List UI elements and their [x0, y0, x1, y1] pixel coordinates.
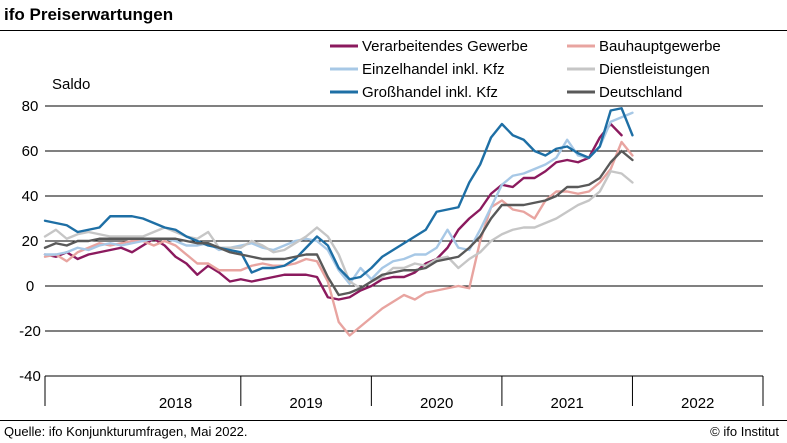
y-tick-label: 80	[22, 98, 39, 115]
chart-title: ifo Preiserwartungen	[4, 5, 174, 24]
x-axis: 2018 2019 2020 2021 2022	[44, 376, 764, 412]
footer-divider	[0, 420, 787, 421]
series-line-2	[43, 111, 634, 285]
legend-label: Großhandel inkl. Kfz	[362, 84, 498, 101]
legend-label: Bauhauptgewerbe	[599, 38, 721, 55]
x-year-label: 2022	[681, 395, 714, 412]
y-tick-label: 40	[22, 188, 39, 205]
y-axis-label: Saldo	[52, 76, 90, 93]
grid-lines	[45, 105, 763, 377]
x-year-label: 2021	[550, 395, 583, 412]
y-axis: -40 -20 0 20 40 60 80	[19, 98, 41, 385]
y-tick-label: 0	[26, 278, 34, 295]
legend-label: Dienstleistungen	[599, 61, 710, 78]
y-tick-label: -20	[19, 323, 41, 340]
legend: Verarbeitendes Gewerbe Bauhauptgewerbe Ein…	[330, 38, 721, 101]
title-divider	[0, 30, 787, 31]
y-tick-label: 60	[22, 143, 39, 160]
series-line-3	[43, 170, 634, 290]
copyright-note: © ifo Institut	[710, 424, 779, 439]
source-note: Quelle: ifo Konjunkturumfragen, Mai 2022…	[4, 424, 248, 439]
legend-label: Einzelhandel inkl. Kfz	[362, 61, 505, 78]
series-line-4	[43, 107, 634, 281]
x-year-label: 2018	[159, 395, 192, 412]
y-tick-label: -40	[19, 368, 41, 385]
series-line-5	[43, 149, 634, 297]
x-year-label: 2019	[289, 395, 322, 412]
price-expectations-chart: -40 -20 0 20 40 60 80 2018 2019 2020 2021 2022 Ver…	[19, 38, 764, 412]
legend-label: Verarbeitendes Gewerbe	[362, 38, 528, 55]
y-tick-label: 20	[22, 233, 39, 250]
legend-label: Deutschland	[599, 84, 682, 101]
x-year-label: 2020	[420, 395, 453, 412]
series-lines	[43, 107, 634, 337]
